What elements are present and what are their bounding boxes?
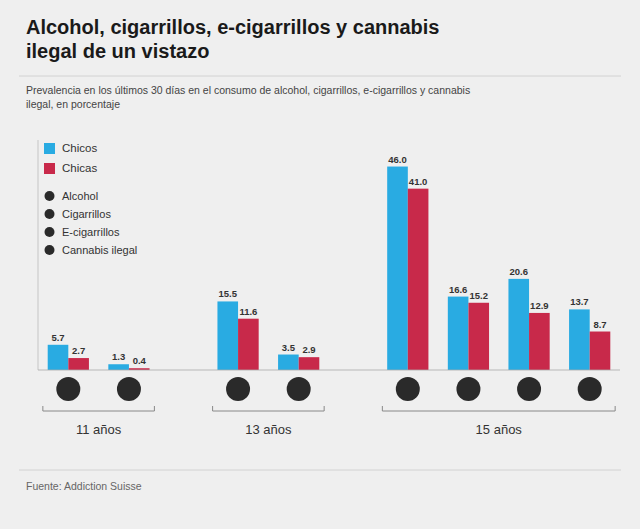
legend: Chicos Chicas Alcohol Cigarrillos E-cigarril… <box>44 142 137 256</box>
bar <box>299 357 320 370</box>
data-label: 1.3 <box>112 351 125 362</box>
data-label: 15.2 <box>469 290 488 301</box>
bar <box>590 332 611 370</box>
source: Fuente: Addiction Suisse <box>26 480 142 492</box>
legend-entry: Chicos <box>62 142 97 154</box>
subtitle-line: ilegal, en porcentaje <box>26 98 120 110</box>
legend-icon <box>45 209 55 219</box>
title: Alcohol, cigarrillos, e-cigarrillos y ca… <box>26 16 439 62</box>
data-label: 15.5 <box>219 288 238 299</box>
legend-icon <box>45 245 55 255</box>
group-bracket <box>382 406 615 411</box>
data-label: 46.0 <box>388 154 407 165</box>
bar <box>508 279 529 370</box>
separator <box>19 470 621 471</box>
data-label: 5.7 <box>51 332 64 343</box>
category-icon <box>456 377 480 401</box>
data-label: 16.6 <box>449 284 468 295</box>
legend-item: Cigarrillos <box>62 208 111 220</box>
bar <box>48 345 69 370</box>
bar <box>278 355 299 370</box>
data-label: 2.9 <box>302 344 315 355</box>
legend-icon <box>45 191 55 201</box>
category-icon <box>117 377 141 401</box>
category-label: 13 años <box>245 422 292 437</box>
data-label: 12.9 <box>530 300 549 311</box>
bar <box>68 358 89 370</box>
subtitle-line: Prevalencia en los últimos 30 días en el… <box>26 84 470 96</box>
category-label: 11 años <box>76 422 122 437</box>
category-icon <box>396 377 420 401</box>
bar <box>448 297 469 370</box>
data-label: 0.4 <box>133 355 147 366</box>
bar <box>408 189 429 370</box>
title-line: ilegal de un vistazo <box>26 40 209 62</box>
legend-item: Alcohol <box>62 190 98 202</box>
category-icon <box>287 377 311 401</box>
legend-item: E-cigarrillos <box>62 226 120 238</box>
group-bracket <box>213 406 325 411</box>
data-label: 3.5 <box>282 342 296 353</box>
bar <box>468 303 489 370</box>
bar <box>529 313 550 370</box>
data-label: 20.6 <box>510 266 529 277</box>
baseline <box>38 370 620 371</box>
data-label: 41.0 <box>409 176 428 187</box>
data-label: 2.7 <box>72 345 85 356</box>
legend-entry: Chicas <box>62 162 97 174</box>
bar <box>238 319 259 370</box>
group-bracket <box>43 406 155 411</box>
data-label: 13.7 <box>570 296 589 307</box>
legend-icon <box>45 227 55 237</box>
legend-swatch <box>44 143 55 154</box>
bars <box>48 167 611 370</box>
data-label: 11.6 <box>239 306 257 317</box>
chart: Alcohol, cigarrillos, e-cigarrillos y ca… <box>0 0 640 529</box>
bar <box>387 167 408 370</box>
background <box>0 0 640 529</box>
category-icon <box>517 377 541 401</box>
data-labels: 5.7 1.3 15.5 3.5 46.0 16.6 20.6 13.7 2.7 0.4 11.6 2… <box>51 154 606 367</box>
legend-swatch <box>44 163 55 174</box>
category-icon <box>226 377 250 401</box>
subtitle: Prevalencia en los últimos 30 días en el… <box>26 84 470 110</box>
data-label: 8.7 <box>593 319 606 330</box>
category-icon <box>578 377 602 401</box>
bar <box>108 364 129 370</box>
title-line: Alcohol, cigarrillos, e-cigarrillos y ca… <box>26 16 439 38</box>
legend-item: Cannabis ilegal <box>62 244 137 256</box>
category-label: 15 años <box>476 422 523 437</box>
bar <box>569 309 590 370</box>
y-axis-line <box>38 140 39 370</box>
separator <box>19 76 621 77</box>
bar <box>217 301 238 370</box>
category-icon <box>56 377 80 401</box>
